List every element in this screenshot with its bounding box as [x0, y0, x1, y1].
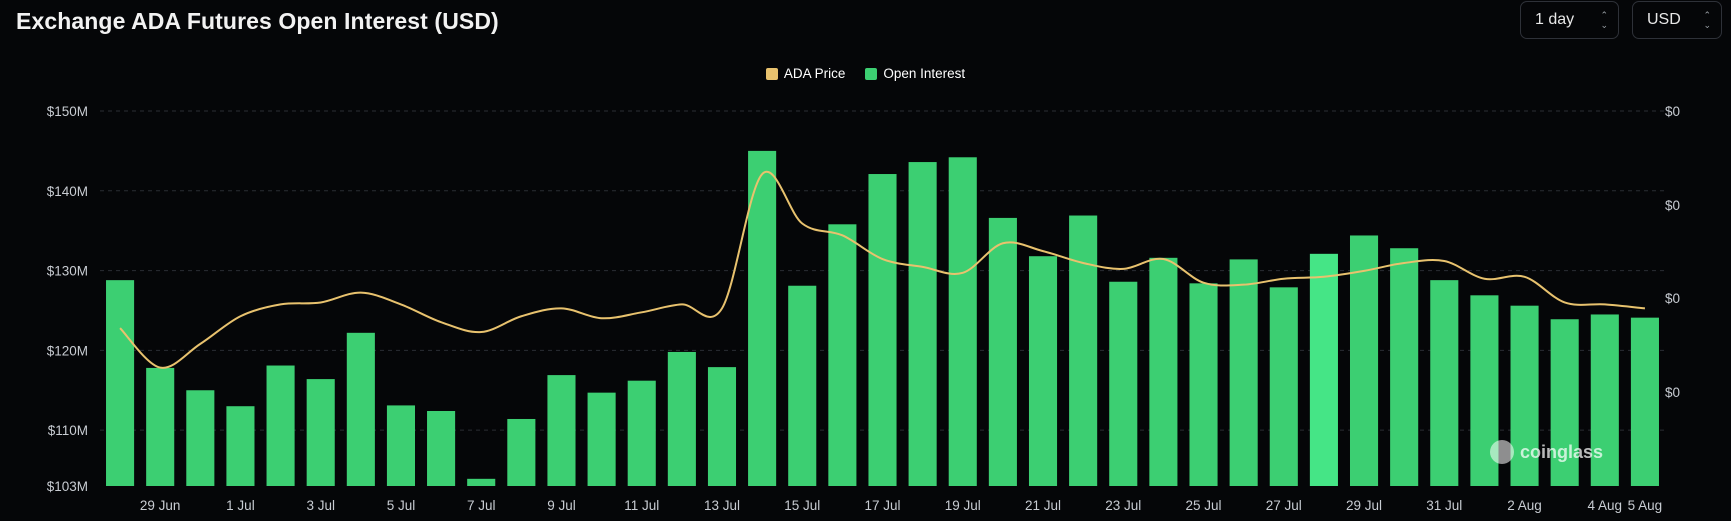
y-right-tick-label: $0 — [1665, 198, 1680, 213]
bar-open-interest — [1149, 257, 1178, 486]
y-left-tick-label: $130M — [47, 264, 88, 279]
bar-open-interest — [1229, 259, 1258, 486]
x-tick-label: 31 Jul — [1426, 498, 1462, 513]
y-left-tick-label: $120M — [47, 343, 88, 358]
bar-open-interest — [1069, 215, 1098, 486]
x-tick-label: 29 Jul — [1346, 498, 1382, 513]
y-left-tick-label: $150M — [47, 104, 88, 119]
bar-open-interest — [346, 332, 375, 486]
chevron-updown-icon: ⌃ ⌄ — [1600, 10, 1608, 30]
bar-open-interest — [1430, 280, 1459, 486]
x-tick-label: 13 Jul — [704, 498, 740, 513]
bar-open-interest — [386, 405, 416, 486]
bar-open-interest — [186, 390, 215, 486]
x-tick-label: 29 Jun — [140, 498, 181, 513]
bar-open-interest — [788, 285, 817, 486]
currency-select[interactable]: USD ⌃ ⌄ — [1632, 1, 1722, 39]
bar-open-interest — [306, 379, 335, 486]
x-tick-label: 15 Jul — [784, 498, 820, 513]
bar-open-interest — [868, 174, 897, 486]
x-tick-label: 27 Jul — [1266, 498, 1302, 513]
x-tick-label: 1 Jul — [226, 498, 255, 513]
bar-open-interest — [1390, 248, 1419, 486]
legend-item-price[interactable]: ADA Price — [765, 66, 846, 81]
bar-open-interest — [627, 380, 656, 486]
y-left-tick-label: $103M — [47, 479, 88, 494]
y-left-tick-label: $110M — [48, 423, 88, 438]
bar-open-interest — [1349, 235, 1379, 486]
watermark-text: coinglass — [1520, 441, 1604, 462]
interval-select[interactable]: 1 day ⌃ ⌄ — [1520, 1, 1619, 39]
watermark: coinglass — [1490, 440, 1603, 464]
bar-open-interest — [1189, 283, 1218, 486]
bar-open-interest — [1028, 256, 1058, 486]
bar-open-interest — [948, 157, 977, 486]
x-tick-label: 9 Jul — [547, 498, 576, 513]
bar-open-interest — [507, 418, 536, 486]
x-tick-label: 2 Aug — [1507, 498, 1542, 513]
interval-select-value: 1 day — [1535, 11, 1575, 28]
bar-open-interest — [1510, 305, 1539, 486]
bar-open-interest — [1550, 319, 1579, 486]
x-tick-label: 5 Aug — [1628, 498, 1663, 513]
x-tick-label: 7 Jul — [467, 498, 496, 513]
bar-open-interest — [146, 367, 175, 486]
y-right-tick-label: $0 — [1665, 385, 1680, 400]
price-line — [119, 170, 1646, 369]
bar-open-interest — [988, 217, 1017, 486]
bar-open-interest — [587, 392, 616, 486]
bar-open-interest — [908, 162, 937, 486]
bar-open-interest — [748, 150, 777, 486]
x-tick-label: 17 Jul — [864, 498, 900, 513]
bar-open-interest — [467, 478, 496, 486]
bar-open-interest — [828, 224, 857, 487]
page-title: Exchange ADA Futures Open Interest (USD) — [16, 8, 499, 34]
legend-swatch-open-interest — [865, 67, 878, 80]
bar-open-interest — [106, 280, 135, 486]
bar-open-interest — [547, 375, 576, 486]
legend-label-price: ADA Price — [783, 66, 846, 81]
x-tick-label: 11 Jul — [624, 498, 659, 513]
x-tick-label: 19 Jul — [945, 498, 981, 513]
bar-open-interest — [707, 367, 737, 486]
x-tick-label: 21 Jul — [1025, 498, 1061, 513]
x-tick-label: 4 Aug — [1588, 498, 1623, 513]
bar-open-interest — [1109, 281, 1138, 486]
bar-open-interest — [427, 411, 456, 486]
chevron-updown-icon: ⌃ ⌄ — [1703, 10, 1711, 30]
bar-open-interest — [226, 406, 255, 486]
x-tick-label: 23 Jul — [1105, 498, 1141, 513]
coinglass-logo-icon — [1490, 440, 1514, 464]
legend-item-open-interest[interactable]: Open Interest — [865, 66, 965, 81]
legend-swatch-price — [765, 67, 778, 80]
legend-label-open-interest: Open Interest — [883, 66, 966, 81]
bar-open-interest — [667, 351, 696, 486]
x-tick-label: 3 Jul — [306, 498, 335, 513]
currency-select-value: USD — [1647, 11, 1681, 28]
y-left-tick-label: $140M — [47, 184, 88, 199]
x-tick-label: 5 Jul — [387, 498, 416, 513]
bar-open-interest — [1630, 317, 1659, 486]
y-right-tick-label: $0 — [1665, 104, 1680, 119]
chart-legend: ADA Price Open Interest — [0, 66, 1731, 81]
bar-open-interest — [266, 365, 295, 486]
bar-open-interest — [1269, 287, 1298, 486]
bar-open-interest — [1590, 314, 1619, 486]
y-right-tick-label: $0 — [1665, 291, 1680, 306]
bar-open-interest — [1309, 253, 1338, 486]
x-tick-label: 25 Jul — [1186, 498, 1222, 513]
